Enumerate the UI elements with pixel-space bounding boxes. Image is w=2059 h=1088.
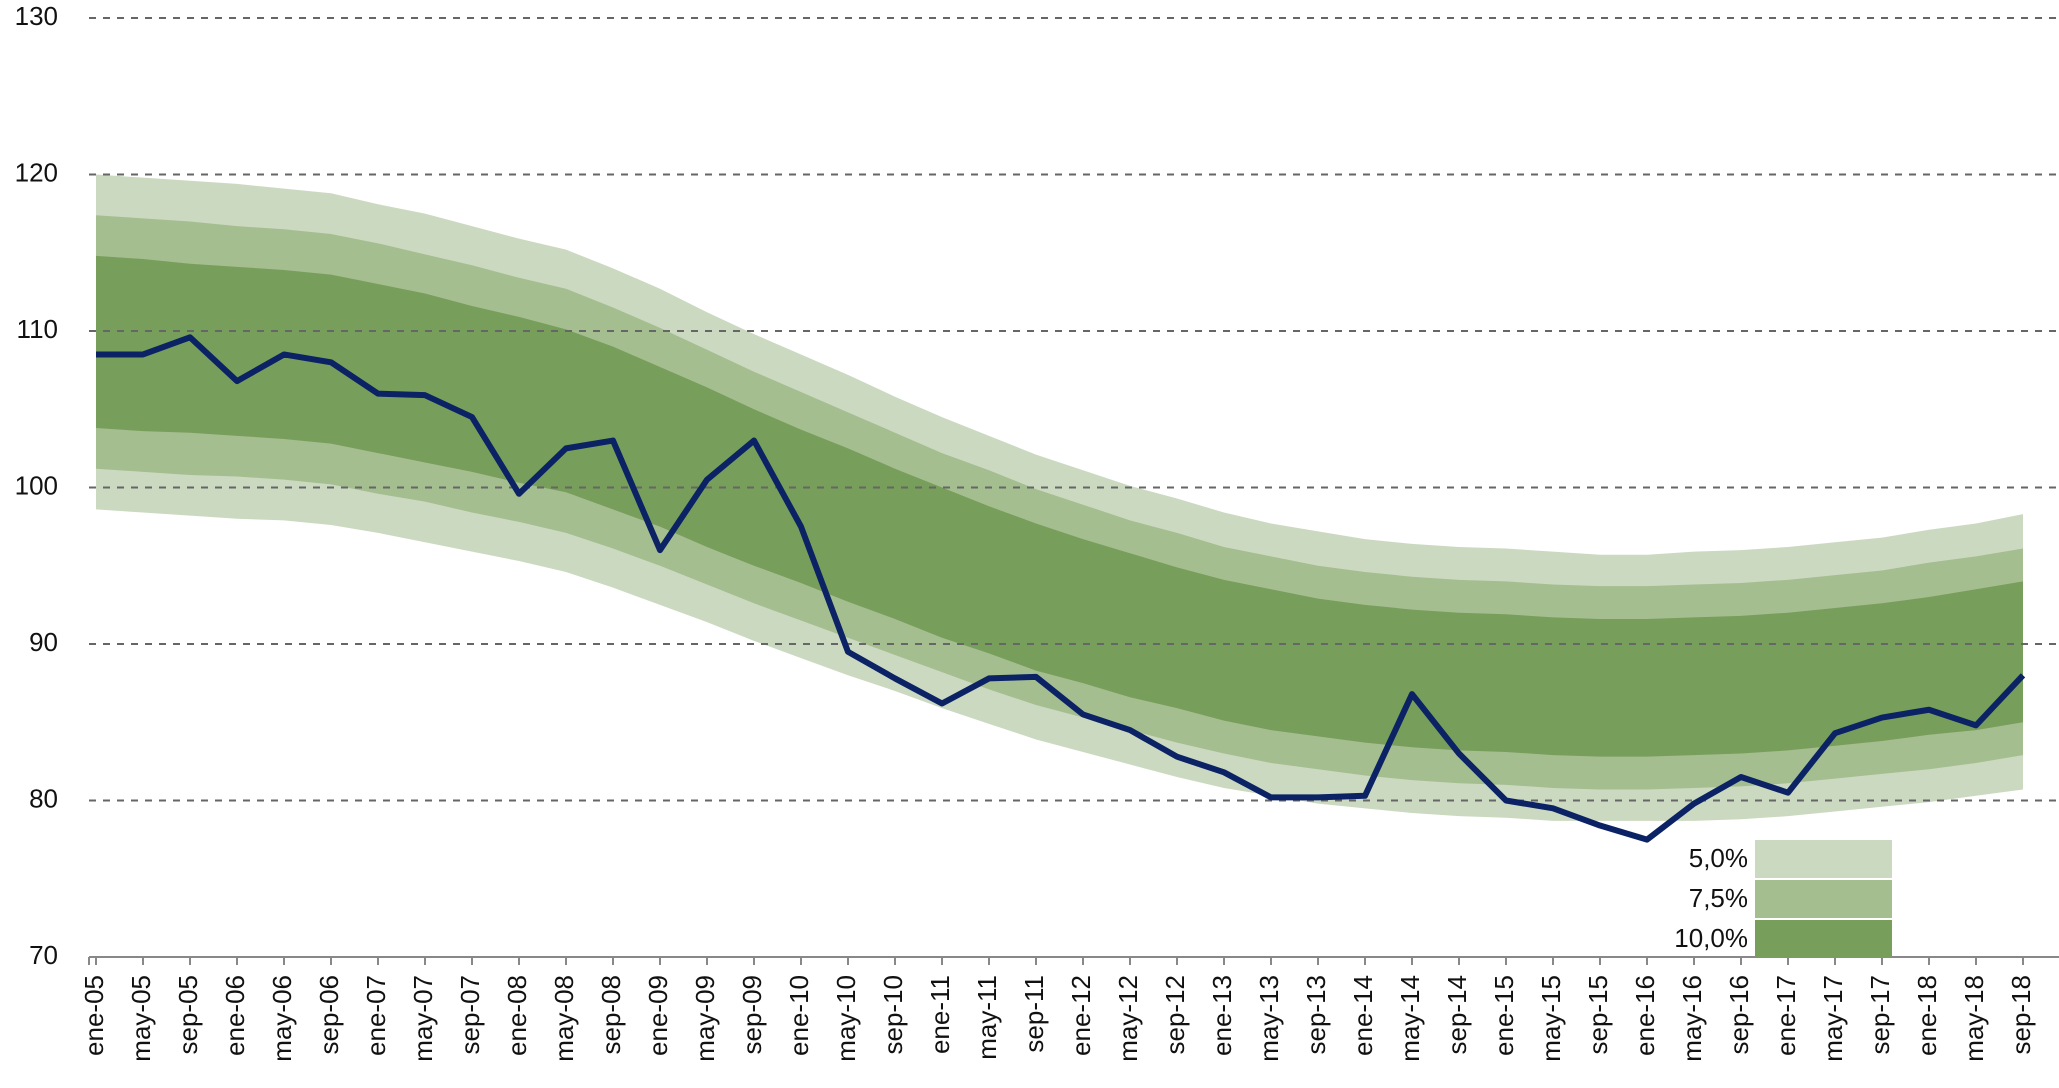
x-tick-label: sep-08 [596, 975, 626, 1055]
x-tick-label: sep-14 [1442, 975, 1472, 1055]
x-tick-label: may-14 [1395, 975, 1425, 1062]
legend-label: 5,0% [1689, 843, 1748, 873]
x-tick-label: sep-18 [2006, 975, 2036, 1055]
x-tick-label: sep-06 [314, 975, 344, 1055]
x-tick-label: sep-15 [1583, 975, 1613, 1055]
legend-swatch [1755, 880, 1892, 918]
y-tick-label: 110 [17, 314, 58, 344]
y-tick-label: 70 [29, 940, 58, 970]
x-tick-label: ene-08 [502, 975, 532, 1056]
x-tick-label: ene-14 [1348, 975, 1378, 1056]
x-tick-label: may-07 [408, 975, 438, 1062]
legend-label: 7,5% [1689, 883, 1748, 913]
x-tick-label: sep-16 [1724, 975, 1754, 1055]
x-tick-label: ene-06 [220, 975, 250, 1056]
x-tick-label: may-15 [1536, 975, 1566, 1062]
x-tick-label: ene-11 [925, 975, 955, 1054]
x-tick-label: may-11 [972, 975, 1002, 1060]
legend-swatch [1755, 920, 1892, 958]
x-tick-label: ene-07 [361, 975, 391, 1056]
x-tick-label: ene-18 [1912, 975, 1942, 1056]
x-tick-label: may-18 [1959, 975, 1989, 1062]
x-tick-label: may-09 [690, 975, 720, 1062]
x-tick-label: sep-09 [737, 975, 767, 1055]
x-tick-label: may-05 [126, 975, 156, 1062]
x-tick-label: sep-17 [1865, 975, 1895, 1055]
x-tick-label: may-08 [549, 975, 579, 1062]
x-tick-label: may-10 [831, 975, 861, 1062]
x-tick-label: sep-10 [878, 975, 908, 1055]
legend-label: 10,0% [1674, 923, 1748, 953]
x-tick-label: may-17 [1818, 975, 1848, 1062]
y-tick-label: 130 [15, 1, 58, 31]
band [96, 255, 2023, 757]
x-tick-label: ene-05 [79, 975, 109, 1056]
x-tick-label: sep-12 [1160, 975, 1190, 1055]
x-tick-label: may-16 [1677, 975, 1707, 1062]
x-tick-label: ene-15 [1489, 975, 1519, 1056]
x-tick-label: sep-07 [455, 975, 485, 1055]
y-tick-label: 120 [15, 157, 58, 187]
x-tick-label: sep-11 [1019, 975, 1049, 1053]
x-tick-label: sep-13 [1301, 975, 1331, 1055]
x-tick-label: may-06 [267, 975, 297, 1062]
x-tick-label: sep-05 [173, 975, 203, 1055]
x-tick-label: ene-12 [1066, 975, 1096, 1056]
x-tick-label: may-12 [1113, 975, 1143, 1062]
y-tick-label: 100 [15, 470, 58, 500]
line [96, 334, 2026, 843]
x-tick-label: ene-13 [1207, 975, 1237, 1056]
x-tick-label: may-13 [1254, 975, 1284, 1062]
x-tick-label: ene-10 [784, 975, 814, 1056]
x-tick-label: ene-09 [643, 975, 673, 1056]
legend-swatch [1755, 840, 1892, 878]
x-tick-label: ene-17 [1771, 975, 1801, 1056]
y-tick-label: 90 [29, 627, 58, 657]
y-tick-label: 80 [29, 783, 58, 813]
x-tick-label: ene-16 [1630, 975, 1660, 1056]
